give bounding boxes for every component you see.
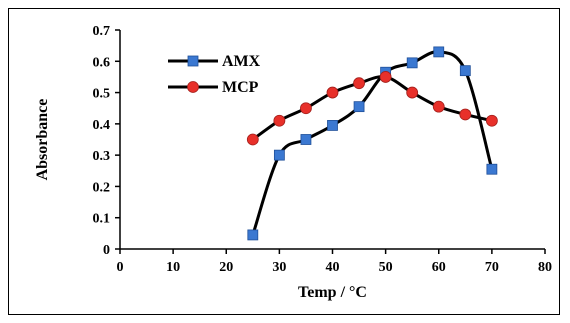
y-tick-label: 0.2 xyxy=(93,180,111,195)
x-axis-ticks: 0 10 20 30 40 50 60 70 80 xyxy=(117,249,553,275)
amx-data-point xyxy=(354,102,364,112)
y-axis-ticks: 0 0.1 0.2 0.3 0.4 0.5 0.6 0.7 xyxy=(93,24,121,258)
amx-data-point xyxy=(460,66,470,76)
mcp-series-line xyxy=(253,77,492,140)
x-tick-label: 30 xyxy=(272,260,286,275)
legend: AMX MCP xyxy=(168,53,261,96)
x-tick-label: 40 xyxy=(326,260,340,275)
amx-data-point xyxy=(301,135,311,145)
mcp-data-point xyxy=(460,109,471,120)
legend-item-amx: AMX xyxy=(168,53,261,70)
mcp-data-point xyxy=(380,71,391,82)
x-tick-label: 10 xyxy=(166,260,180,275)
amx-data-point xyxy=(434,47,444,57)
mcp-data-point xyxy=(247,134,258,145)
y-tick-label: 0 xyxy=(103,243,110,258)
y-tick-label: 0.6 xyxy=(93,55,111,70)
y-tick-label: 0.7 xyxy=(93,24,111,39)
mcp-data-point xyxy=(300,103,311,114)
x-tick-label: 60 xyxy=(432,260,446,275)
mcp-data-point xyxy=(274,115,285,126)
legend-mcp-label: MCP xyxy=(222,79,259,96)
x-tick-label: 70 xyxy=(485,260,499,275)
mcp-data-point xyxy=(433,101,444,112)
amx-data-point xyxy=(328,120,338,130)
amx-data-point xyxy=(248,230,258,240)
legend-amx-label: AMX xyxy=(222,53,261,70)
series-lines xyxy=(253,52,492,235)
legend-item-mcp: MCP xyxy=(168,79,259,96)
y-tick-label: 0.3 xyxy=(93,149,111,164)
x-tick-label: 20 xyxy=(219,260,233,275)
mcp-data-point xyxy=(327,87,338,98)
y-tick-label: 0.5 xyxy=(93,87,111,102)
amx-data-point xyxy=(487,164,497,174)
series-markers xyxy=(247,47,497,240)
legend-mcp-marker xyxy=(188,82,199,93)
x-tick-label: 50 xyxy=(379,260,393,275)
y-tick-label: 0.1 xyxy=(93,212,111,227)
y-tick-label: 0.4 xyxy=(93,118,111,133)
x-tick-label: 0 xyxy=(117,260,124,275)
mcp-data-point xyxy=(486,115,497,126)
x-tick-label: 80 xyxy=(538,260,552,275)
x-axis-title: Temp / °C xyxy=(298,284,367,301)
mcp-data-point xyxy=(354,78,365,89)
y-axis-title: Absorbance xyxy=(34,99,51,181)
legend-amx-marker xyxy=(188,56,198,66)
mcp-data-point xyxy=(407,87,418,98)
amx-data-point xyxy=(274,150,284,160)
axes xyxy=(120,30,545,249)
amx-data-point xyxy=(407,58,417,68)
